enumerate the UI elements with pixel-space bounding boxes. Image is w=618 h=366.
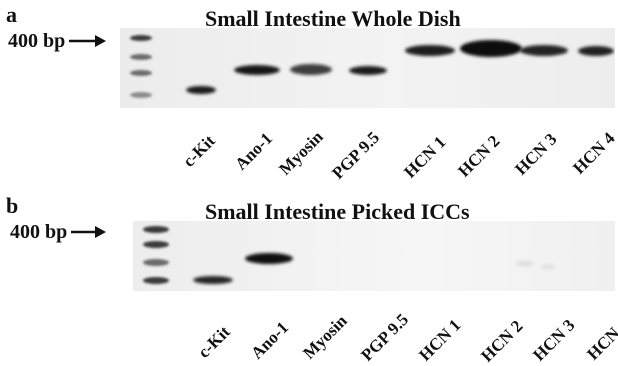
panel-b-faint-band-hcn-4 — [541, 265, 555, 269]
panel-a-band-c-kit — [186, 86, 216, 94]
panel-b-lane-label: Myosin — [299, 311, 351, 363]
panel-b-ladder-band — [143, 226, 169, 233]
panel-b-ladder-band — [143, 241, 169, 248]
panel-b-ladder-band — [143, 259, 169, 266]
panel-a-ladder-band — [130, 70, 152, 76]
panel-a-lane-label: HCN 4 — [569, 128, 618, 178]
panel-b-ladder-band — [143, 277, 169, 284]
panel-b-lane-label: HCN 4 — [583, 314, 618, 364]
panel-a-lane-label: Myosin — [275, 127, 327, 179]
panel-a-band-hcn-2 — [460, 40, 522, 57]
panel-a-ladder-band — [130, 92, 152, 98]
panel-a-letter: a — [6, 2, 17, 27]
panel-a-ladder-band — [130, 35, 152, 41]
panel-a-lane-label: HCN 1 — [400, 132, 450, 182]
panel-a-bp-marker: 400 bp — [8, 31, 107, 51]
panel-a-band-hcn-3 — [520, 45, 568, 56]
panel-a-lane-label: HCN 2 — [454, 131, 504, 181]
panel-b-lane-label: HCN 2 — [477, 316, 527, 366]
panel-b-lane-label: c-Kit — [194, 322, 234, 362]
panel-a-arrow-icon — [69, 35, 107, 47]
panel-a-bp-label: 400 bp — [8, 30, 66, 52]
panel-b-band-c-kit — [193, 276, 233, 284]
panel-b-letter: b — [6, 193, 19, 218]
panel-a-band-myosin — [290, 64, 332, 75]
panel-a-ladder-band — [130, 54, 152, 60]
panel-a-band-hcn-1 — [405, 45, 455, 56]
panel-b-bp-marker: 400 bp — [10, 222, 107, 242]
panel-b-faint-band-hcn-3 — [516, 261, 534, 266]
panel-a-band-pgp-9-5 — [349, 66, 387, 75]
panel-b-title: Small Intestine Picked ICCs — [205, 199, 470, 224]
panel-a-lane-label: HCN 3 — [511, 129, 561, 179]
panel-a-lane-label: PGP 9.5 — [328, 127, 384, 183]
panel-a-title: Small Intestine Whole Dish — [205, 6, 461, 31]
panel-a-gel-image — [120, 28, 615, 108]
panel-a-lane-label: Ano-1 — [231, 128, 277, 174]
panel-b-lane-label: Ano-1 — [247, 317, 293, 363]
panel-a-band-hcn-4 — [578, 46, 614, 56]
panel-b-lane-label: PGP 9.5 — [357, 309, 413, 365]
panel-a-lane-label: c-Kit — [179, 131, 219, 171]
panel-b-arrow-icon — [71, 226, 107, 238]
panel-b-gel-image — [133, 221, 615, 291]
panel-a-band-ano-1 — [234, 65, 280, 75]
panel-b-bp-label: 400 bp — [10, 221, 68, 243]
panel-b-band-ano-1 — [245, 253, 293, 264]
